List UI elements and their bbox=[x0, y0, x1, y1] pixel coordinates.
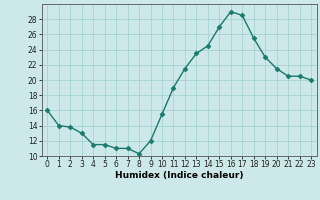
X-axis label: Humidex (Indice chaleur): Humidex (Indice chaleur) bbox=[115, 171, 244, 180]
